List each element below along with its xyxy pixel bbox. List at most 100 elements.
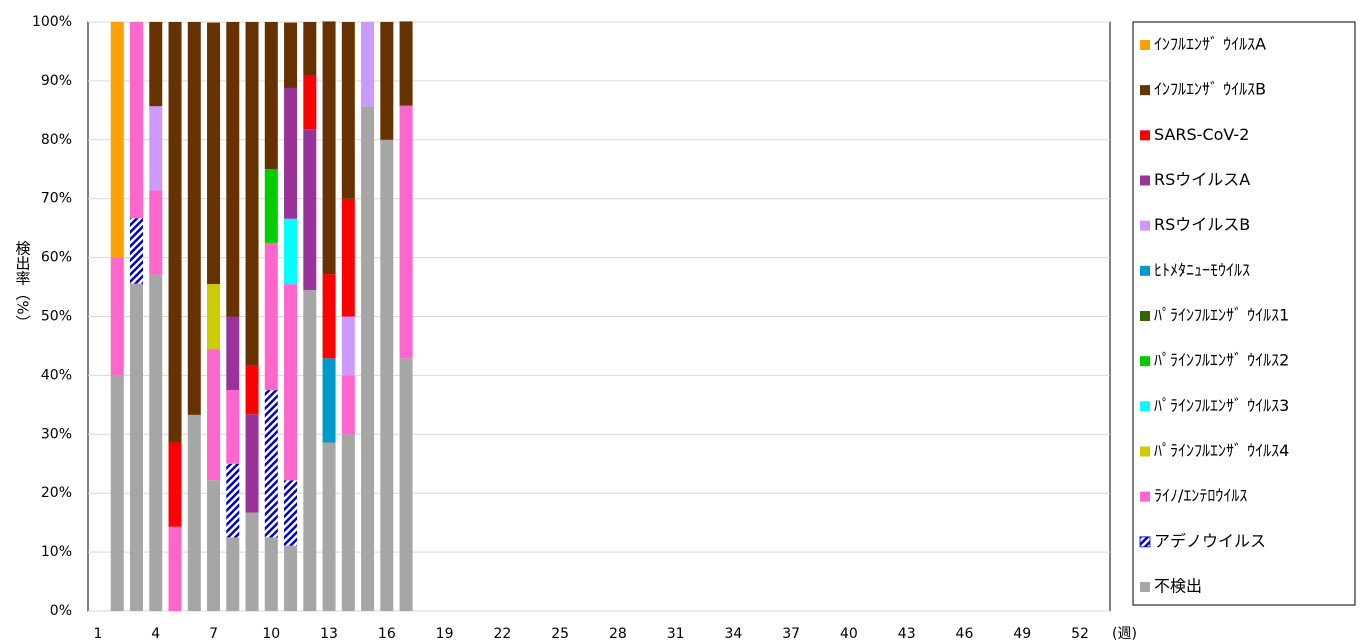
x-tick-label: 16 <box>378 626 396 642</box>
bar-segment <box>245 512 259 611</box>
legend-swatch <box>1140 40 1150 50</box>
legend-label: RSウイルスA <box>1154 170 1250 189</box>
legend-label: ﾗｲﾉ/ｴﾝﾃﾛｳｲﾙｽ <box>1154 486 1247 505</box>
bar-segment <box>245 414 259 513</box>
bar-segment <box>303 22 317 76</box>
x-tick-label: 28 <box>609 626 627 642</box>
bar-segment <box>264 242 278 391</box>
legend-swatch <box>1140 401 1150 412</box>
bar-segment <box>399 105 413 359</box>
legend-label: SARS-CoV-2 <box>1154 125 1249 144</box>
legend-label: 不検出 <box>1154 577 1202 596</box>
x-tick-label: 43 <box>898 626 916 642</box>
bar-segment <box>226 22 240 317</box>
y-tick-label: 50% <box>41 309 72 325</box>
legend-swatch <box>1140 491 1150 502</box>
bar-segment <box>322 358 336 443</box>
x-tick-label: 34 <box>724 626 742 642</box>
x-tick-label: 40 <box>840 626 858 642</box>
bar-segment <box>264 22 278 170</box>
bar-segment <box>264 390 278 538</box>
legend-label: ｲﾝﾌﾙｴﾝｻﾞ ｳｲﾙｽB <box>1154 80 1266 99</box>
x-tick-label: 7 <box>209 626 218 642</box>
legend-swatch <box>1140 130 1150 141</box>
x-tick-label: 52 <box>1071 626 1089 642</box>
bar-segment <box>303 75 317 130</box>
bar-segment <box>322 21 336 275</box>
legend-swatch <box>1140 356 1150 367</box>
x-tick-label: 37 <box>782 626 800 642</box>
y-tick-label: 90% <box>41 73 72 89</box>
x-tick-label: 22 <box>493 626 511 642</box>
bar-segment <box>226 316 240 391</box>
x-tick-label: 49 <box>1013 626 1031 642</box>
legend-swatch <box>1140 582 1150 592</box>
bar-segment <box>361 106 375 612</box>
bar-segment <box>149 22 163 107</box>
legend-swatch <box>1140 446 1150 457</box>
bar-segment <box>284 22 298 88</box>
legend-label: RSウイルスB <box>1154 215 1250 234</box>
x-tick-label: 1 <box>94 626 103 642</box>
bar-segment <box>110 22 124 258</box>
bar-segment <box>207 349 221 481</box>
bar-segment <box>322 274 336 359</box>
x-tick-label: 31 <box>667 626 685 642</box>
bar-segment <box>130 218 144 284</box>
y-tick-label: 20% <box>41 485 72 501</box>
bar-segment <box>341 198 355 317</box>
x-tick-label: 4 <box>151 626 160 642</box>
y-tick-label: 30% <box>41 426 72 442</box>
bar-segment <box>361 22 375 107</box>
bar-segment <box>380 22 394 140</box>
bar-segment <box>341 375 355 435</box>
bar-segment <box>110 375 124 611</box>
bar-segment <box>226 537 240 611</box>
legend-swatch <box>1140 175 1150 186</box>
bar-segment <box>245 365 259 415</box>
bar-segment <box>130 22 144 219</box>
y-tick-label: 70% <box>41 191 72 207</box>
bar-segment <box>187 414 201 611</box>
legend-label: ﾊﾟﾗｲﾝﾌﾙｴﾝｻﾞ ｳｲﾙｽ4 <box>1154 441 1289 460</box>
y-tick-label: 10% <box>41 544 72 560</box>
bar-segment <box>303 129 317 290</box>
legend-label: ﾊﾟﾗｲﾝﾌﾙｴﾝｻﾞ ｳｲﾙｽ2 <box>1154 351 1289 370</box>
x-tick-label: 19 <box>436 626 454 642</box>
legend-swatch <box>1140 220 1150 231</box>
legend-label: アデノウイルス <box>1154 531 1266 550</box>
legend-label: ｲﾝﾌﾙｴﾝｻﾞ ｳｲﾙｽA <box>1154 35 1266 54</box>
bar-segment <box>207 480 221 611</box>
y-tick-label: 40% <box>41 367 72 383</box>
bar-segment <box>207 22 221 285</box>
bar-segment <box>284 218 298 285</box>
bar-segment <box>149 106 163 191</box>
legend-swatch <box>1140 85 1150 96</box>
y-tick-label: 0% <box>50 603 72 619</box>
bar-segment <box>284 284 298 481</box>
legend-label: ﾊﾟﾗｲﾝﾌﾙｴﾝｻﾞ ｳｲﾙｽ3 <box>1154 396 1289 415</box>
bar-segment <box>168 22 182 443</box>
bar-segment <box>187 22 201 415</box>
bar-segment <box>110 257 124 376</box>
bar-segment <box>168 442 182 527</box>
bar-segment <box>149 190 163 275</box>
bar-segment <box>264 169 278 243</box>
bar-segment <box>226 390 240 464</box>
bar-segment <box>284 480 298 546</box>
bar-segment <box>264 537 278 611</box>
x-tick-label: 13 <box>320 626 338 642</box>
bar-segment <box>207 284 221 350</box>
legend-swatch <box>1140 311 1150 321</box>
legend-frame <box>1132 21 1356 606</box>
bar-segment <box>380 139 394 612</box>
bar-segment <box>399 358 413 611</box>
bar-segment <box>149 274 163 611</box>
y-tick-label: 100% <box>32 14 72 30</box>
x-axis-label: (週) <box>1112 626 1137 642</box>
bar-segment <box>284 87 298 219</box>
y-tick-label: 80% <box>41 132 72 148</box>
y-tick-label: 60% <box>41 250 72 266</box>
legend-label: ﾊﾟﾗｲﾝﾌﾙｴﾝｻﾞ ｳｲﾙｽ1 <box>1154 306 1289 325</box>
